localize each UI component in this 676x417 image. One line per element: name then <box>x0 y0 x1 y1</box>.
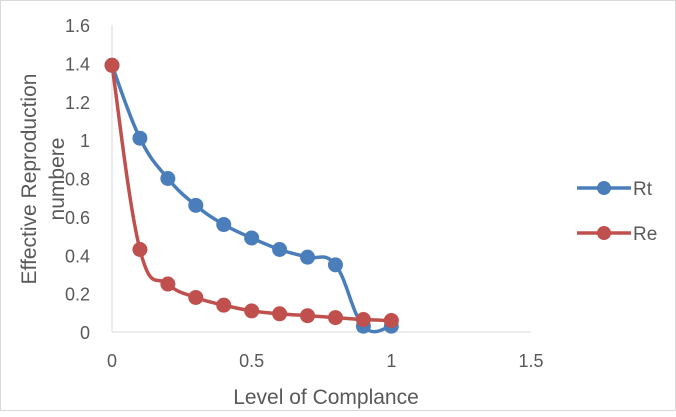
data-point-re <box>300 308 316 324</box>
data-point-re <box>104 57 120 73</box>
data-point-rt <box>300 249 316 265</box>
data-point-re <box>216 297 232 313</box>
y-axis-label-line: Effective Reproduction <box>18 74 41 285</box>
data-point-rt <box>244 230 260 246</box>
x-tick-label: 0 <box>107 351 117 371</box>
data-point-rt <box>216 217 232 233</box>
data-point-rt <box>272 241 288 257</box>
y-axis-label-line: numbere <box>46 138 69 221</box>
data-point-re <box>160 276 176 292</box>
y-tick-label: 0.2 <box>65 285 90 305</box>
series-line-re <box>110 63 394 323</box>
y-axis-label: Effective Reproduction numbere <box>18 74 69 285</box>
legend-item-rt: Rt <box>577 179 653 200</box>
series-re <box>104 57 399 328</box>
y-tick-label: 1.2 <box>65 93 90 113</box>
legend-label: Re <box>633 224 657 245</box>
y-tick-label: 0.4 <box>65 246 90 266</box>
data-point-re <box>188 289 204 305</box>
data-point-re <box>272 306 288 322</box>
x-axis-label: Level of Complance <box>233 386 419 409</box>
y-tick-label: 1.4 <box>65 54 90 74</box>
data-point-re <box>244 303 260 319</box>
data-point-re <box>327 310 343 326</box>
x-tick-label: 0.5 <box>239 351 264 371</box>
legend-item-re: Re <box>577 224 657 245</box>
data-point-rt <box>188 197 204 213</box>
legend: Rt Re <box>577 179 657 245</box>
data-point-re <box>383 312 399 328</box>
legend-swatch-marker <box>597 181 611 195</box>
x-tick-label: 1 <box>386 351 396 371</box>
data-point-re <box>355 312 371 328</box>
y-tick-label: 0.6 <box>65 208 90 228</box>
legend-swatch-marker <box>597 226 611 240</box>
data-point-rt <box>132 130 148 146</box>
series-line-rt <box>110 63 394 334</box>
data-point-re <box>132 241 148 257</box>
y-tick-label: 1 <box>80 131 90 151</box>
plot-area <box>104 57 399 334</box>
y-tick-label: 0 <box>80 323 90 343</box>
data-point-rt <box>160 171 176 186</box>
legend-label: Rt <box>633 179 653 200</box>
y-tick-label: 0.8 <box>65 170 90 190</box>
y-tick-label: 1.6 <box>65 16 90 36</box>
y-tick-labels: 0 0.2 0.4 0.6 0.8 1 1.2 1.4 1.6 <box>65 16 90 343</box>
x-tick-labels: 0 0.5 1 1.5 <box>107 351 544 371</box>
x-tick-label: 1.5 <box>518 351 543 371</box>
data-point-rt <box>327 257 343 273</box>
series-rt <box>104 57 399 334</box>
